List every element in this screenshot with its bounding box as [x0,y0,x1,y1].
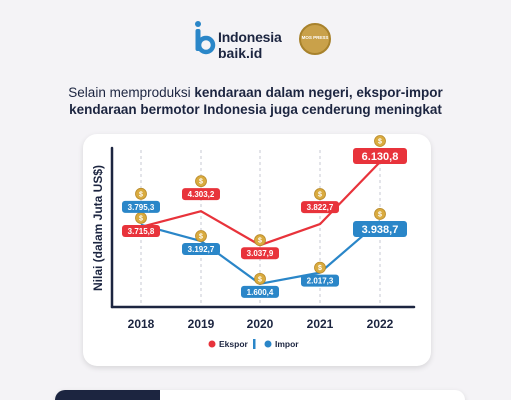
coin-icon [374,135,386,147]
coin-symbol: $ [139,215,143,222]
legend-marker-ekspor [208,340,216,348]
data-label-text: 3.938,7 [362,224,399,236]
data-label-box [301,201,339,214]
data-label-box [241,285,279,298]
data-label-box [182,243,220,256]
data-label-text: 4.303,2 [188,190,215,199]
legend-label-impor: Impor [275,339,299,349]
coin-symbol: $ [378,211,382,218]
brand[interactable]: Indonesia baik.id MOS PRESS [194,20,374,66]
coin-icon [135,187,147,200]
x-tick-label-2022: 2022 [367,317,394,331]
data-label-text: 3.822,7 [307,203,334,212]
coin-symbol: $ [199,179,203,186]
coin-symbol: $ [258,238,262,245]
coin-icon [195,230,207,242]
next-section-tab [55,390,160,400]
indonesiabaik-logo-icon [195,21,216,55]
x-tick-label-2019: 2019 [188,317,215,331]
x-tick-label-2018: 2018 [128,317,155,331]
legend-label-ekspor: Ekspor [219,339,249,349]
data-label-impor-2019: $3.192,7 [182,230,220,256]
data-label-box [353,148,407,164]
data-label-box [353,220,407,237]
coin-icon [195,175,207,188]
data-label-impor-2021: $2.017,3 [301,261,339,287]
legend-divider [253,339,256,349]
coin-icon [374,208,386,220]
coin-symbol: $ [318,192,322,199]
headline-line1-normal: Selain memproduksi [68,85,195,100]
coin-symbol: $ [258,276,262,283]
data-label-box [122,200,160,213]
x-tick-label-2021: 2021 [307,317,334,331]
brand-name: Indonesia [218,29,282,45]
seal-text: MOS PRESS [301,35,329,40]
coin-symbol: $ [139,191,143,198]
coin-icon [254,234,266,247]
legend-marker-impor [264,340,272,348]
y-axis-label: Nilai (dalam Juta US$) [91,165,105,291]
data-label-box [301,274,339,287]
data-label-text: 3.795,3 [128,203,155,212]
coin-icon [254,272,266,285]
data-label-box [122,224,160,237]
data-label-ekspor-2021: $3.822,7 [301,188,339,214]
data-label-box [241,247,279,260]
data-label-ekspor-2019: $4.303,2 [182,175,220,201]
data-label-impor-2020: $1.600,4 [241,272,279,298]
coin-symbol: $ [199,234,203,241]
next-section-bar [55,390,465,400]
brand-domain: baik.id [218,45,263,61]
data-label-impor-2022: $3.938,7 [353,208,407,237]
data-label-text: 1.600,4 [247,288,274,297]
coin-icon [314,261,326,274]
data-label-box [182,188,220,201]
data-label-text: 3.037,9 [247,249,274,258]
data-label-ekspor-2020: $3.037,9 [241,234,279,260]
data-label-text: 2.017,3 [307,277,334,286]
x-tick-label-2020: 2020 [247,317,274,331]
data-label-ekspor-2018: $3.715,8 [122,212,160,237]
coin-icon [314,188,326,200]
legend: Ekspor Impor [208,339,299,349]
coin-symbol: $ [378,139,382,146]
data-label-text: 3.715,8 [128,227,155,236]
headline-line1-bold: kendaraan dalam negeri, ekspor-impor [194,85,443,100]
data-label-text: 6.130,8 [362,151,399,163]
data-label-ekspor-2022: $6.130,8 [353,135,407,164]
award-seal-icon: MOS PRESS [299,23,331,55]
coin-symbol: $ [318,265,322,272]
data-label-impor-2018: $3.795,3 [122,187,160,213]
headline: Selain memproduksi kendaraan dalam neger… [10,84,501,118]
headline-line2-bold: kendaraan bermotor Indonesia juga cender… [69,102,442,117]
data-label-text: 3.192,7 [188,245,215,254]
